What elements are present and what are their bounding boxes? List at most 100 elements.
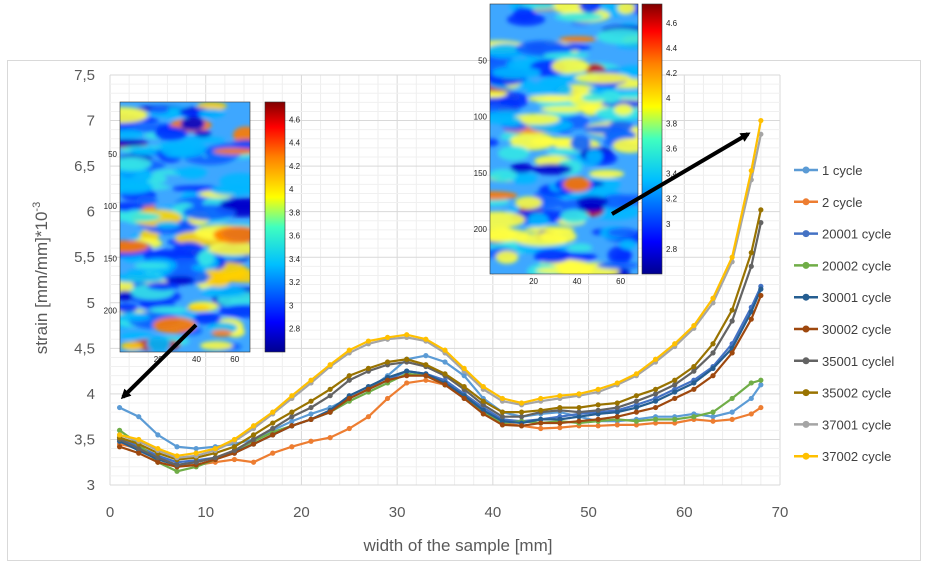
data-point: [672, 377, 678, 383]
data-point: [404, 373, 410, 379]
heatmap-blob: [159, 142, 196, 157]
data-point: [193, 445, 199, 452]
data-point: [710, 414, 716, 420]
y-tick-label: 6,5: [74, 158, 95, 175]
data-point: [538, 407, 544, 413]
heatmap-blob: [149, 106, 170, 114]
data-point: [212, 455, 218, 461]
heatmap-left-blobs: [120, 102, 250, 352]
data-point: [595, 386, 601, 392]
data-point: [729, 409, 735, 415]
colorbar-tick-label: 3.6: [289, 232, 301, 241]
legend-swatch-marker: [802, 166, 810, 174]
colorbar-tick-label: 3.8: [666, 119, 678, 128]
y-tick-label: 5,5: [74, 249, 95, 266]
data-point: [231, 447, 238, 453]
data-point: [308, 404, 314, 411]
data-point: [710, 350, 716, 356]
heatmap-blob: [619, 239, 636, 250]
legend-swatch-marker: [802, 452, 810, 460]
y-axis-label-exponent: -3: [31, 202, 43, 212]
heatmap-blob: [173, 241, 205, 259]
data-point: [308, 398, 314, 404]
data-point: [614, 380, 620, 386]
heatmap-blob: [617, 4, 636, 15]
y-axis-label-main: strain [mm/mm]*10: [32, 212, 51, 355]
data-point: [384, 359, 391, 365]
data-point: [499, 422, 506, 428]
data-point: [289, 423, 295, 429]
data-point: [595, 411, 601, 417]
heatmap-blob: [147, 282, 180, 291]
data-point: [423, 336, 429, 342]
x-tick-label: 20: [293, 504, 310, 521]
data-point: [614, 422, 620, 428]
legend-label: 20002 cycle: [822, 258, 891, 273]
colorbar-tick-label: 4.2: [666, 69, 678, 78]
data-point: [308, 411, 314, 417]
heatmap-blob: [172, 168, 208, 175]
inset-x-tick-label: 60: [616, 277, 625, 286]
data-point: [461, 365, 467, 371]
data-point: [576, 418, 582, 424]
data-point: [270, 425, 276, 432]
data-point: [672, 389, 678, 395]
data-point: [136, 445, 142, 452]
data-point: [758, 404, 764, 411]
heatmap-blob: [567, 243, 593, 253]
colorbar-tick-label: 3.4: [666, 170, 678, 179]
inset-x-tick-label: 20: [529, 277, 538, 286]
data-point: [691, 322, 697, 329]
heatmap-blob: [618, 65, 638, 78]
heatmap-blob: [499, 116, 522, 127]
data-point: [758, 220, 764, 226]
heatmap-blob: [172, 185, 220, 192]
data-point: [633, 393, 640, 399]
data-point: [384, 334, 391, 340]
data-point: [748, 411, 754, 417]
heatmap-blob: [554, 12, 604, 22]
data-point: [518, 400, 525, 406]
colorbar-tick-label: 2.8: [666, 245, 678, 254]
heatmap-blob: [213, 147, 250, 155]
y-tick-label: 5: [87, 295, 95, 312]
data-point: [442, 359, 448, 365]
data-point: [212, 445, 218, 452]
data-point: [633, 409, 640, 415]
data-point: [633, 422, 640, 428]
heatmap-blob: [129, 146, 159, 156]
y-axis-ticks: 3 3,5 4 4,5 5 5,5 6 6,5 7 7,5: [74, 67, 95, 494]
data-point: [289, 444, 295, 450]
legend: 1 cycle 2 cycle 20001 cycle 20002 cycle 3000…: [794, 163, 894, 464]
data-point: [518, 409, 525, 415]
heatmap-blob: [512, 113, 560, 125]
data-point: [346, 347, 352, 353]
series-lines: [116, 117, 764, 474]
inset-right-ticks: 50 100 150 200 20 40 60 2.8 3 3.2 3.4 3.6 3.8 4 4.2 4.4…: [474, 19, 678, 286]
heatmap-blob: [120, 212, 161, 222]
data-point: [442, 371, 448, 377]
heatmap-blob: [155, 221, 180, 229]
data-point: [576, 404, 582, 411]
data-point: [633, 404, 640, 411]
heatmap-blob: [200, 286, 247, 298]
inset-heatmap-right: 50 100 150 200 20 40 60 2.8 3 3.2 3.4 3.6 3.8 4 4.2 4.4…: [474, 3, 678, 286]
data-point: [729, 307, 735, 313]
data-point: [250, 436, 257, 443]
heatmap-blob: [120, 139, 150, 147]
data-point: [231, 436, 238, 443]
heatmap-blob: [527, 212, 549, 228]
data-point: [691, 386, 697, 392]
colorbar-tick-label: 3: [289, 301, 294, 310]
data-point: [672, 395, 678, 402]
data-point: [289, 414, 295, 420]
legend-swatch-marker: [802, 261, 810, 269]
data-point: [576, 414, 582, 420]
data-point: [116, 427, 123, 433]
heatmap-blob: [490, 169, 517, 182]
x-tick-label: 70: [772, 504, 789, 521]
colorbar-tick-label: 3.6: [666, 144, 678, 153]
inset-y-tick-label: 50: [108, 150, 117, 159]
data-point: [652, 398, 659, 404]
series-9: [116, 117, 764, 459]
